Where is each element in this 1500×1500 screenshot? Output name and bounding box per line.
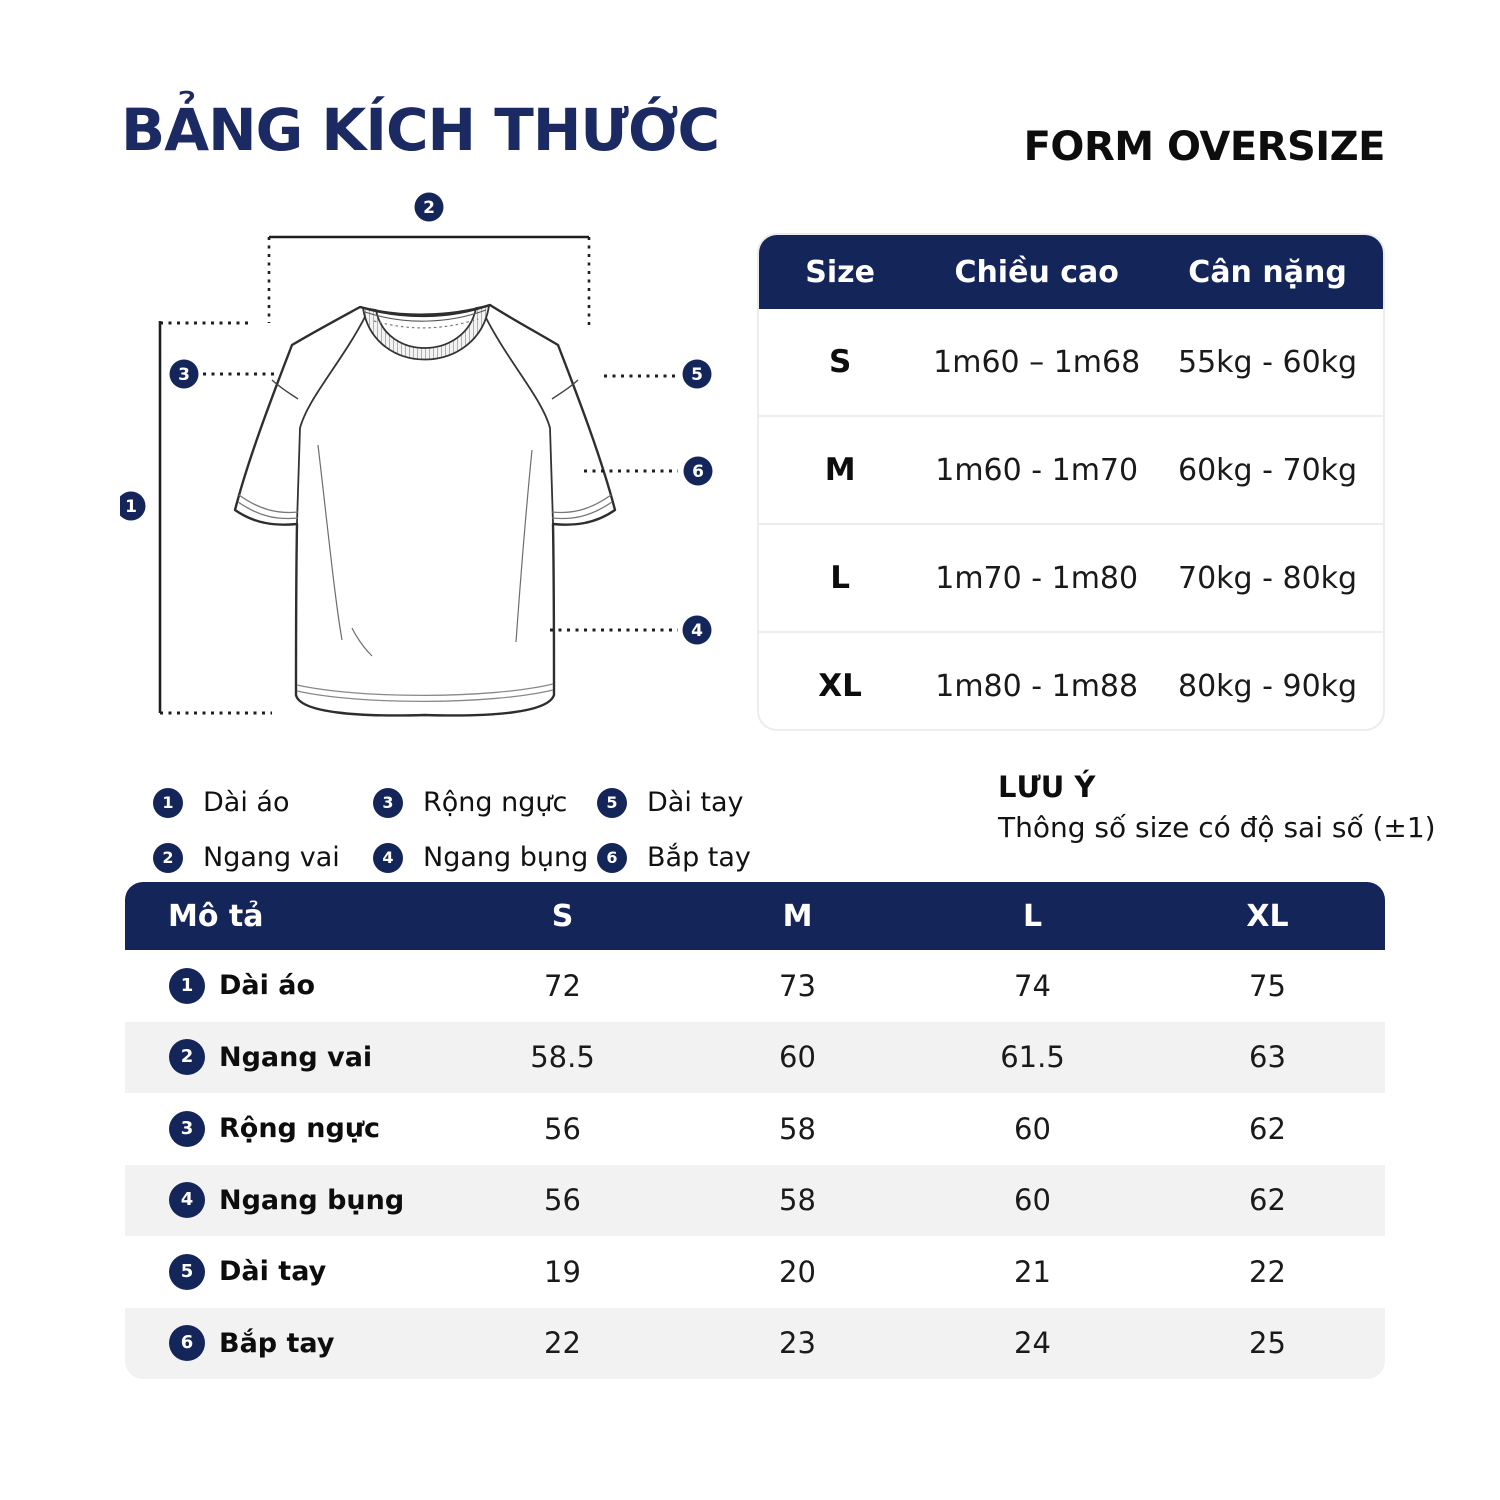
legend-item-3: 3 Rộng ngực bbox=[373, 775, 597, 830]
svg-text:3: 3 bbox=[178, 365, 190, 385]
legend-3-badge: 3 bbox=[373, 787, 403, 818]
tshirt-drawing bbox=[233, 303, 617, 717]
callout-1-badge: 1 bbox=[120, 491, 146, 521]
note-title: LƯU Ý bbox=[998, 770, 1096, 804]
row-3-badge: 3 bbox=[169, 1110, 205, 1147]
page-title: BẢNG KÍCH THƯỚC bbox=[121, 96, 720, 164]
note-block: LƯU Ý Thông số size có độ sai số (±1) bbox=[998, 770, 1436, 844]
size-table-header: Size Chiều cao Cân nặng bbox=[759, 235, 1383, 309]
legend-item-2: 2 Ngang vai bbox=[153, 830, 373, 885]
svg-text:6: 6 bbox=[692, 462, 704, 482]
row-2-badge: 2 bbox=[169, 1039, 205, 1076]
note-text: Thông số size có độ sai số (±1) bbox=[998, 811, 1436, 844]
diagram-callouts: 2 1 3 5 6 4 bbox=[120, 192, 713, 645]
legend-item-6: 6 Bắp tay bbox=[597, 830, 751, 885]
measurements-table: Mô tả S M L XL 1 Dài áo 72 73 74 75 2 Ng… bbox=[125, 882, 1385, 1379]
col-weight: Cân nặng bbox=[1188, 254, 1347, 290]
size-height-weight-table: Size Chiều cao Cân nặng S 1m60 – 1m68 55… bbox=[757, 233, 1385, 731]
col-l: L bbox=[1022, 898, 1043, 934]
measurements-table-header: Mô tả S M L XL bbox=[125, 882, 1385, 950]
row-6-badge: 6 bbox=[169, 1325, 205, 1362]
legend-2-badge: 2 bbox=[153, 842, 183, 873]
svg-text:5: 5 bbox=[691, 365, 703, 385]
col-description: Mô tả bbox=[168, 898, 264, 934]
measurement-row-ngang-vai: 2 Ngang vai 58.5 60 61.5 63 bbox=[125, 1021, 1385, 1093]
size-row-l: L 1m70 - 1m80 70kg - 80kg bbox=[759, 523, 1383, 631]
measurement-lines bbox=[158, 235, 678, 715]
callout-4-badge: 4 bbox=[682, 615, 712, 645]
callout-5-badge: 5 bbox=[682, 359, 712, 389]
measurement-row-ngang-bung: 4 Ngang bụng 56 58 60 62 bbox=[125, 1164, 1385, 1236]
legend-4-badge: 4 bbox=[373, 842, 403, 873]
row-4-badge: 4 bbox=[169, 1182, 205, 1219]
measurement-row-rong-nguc: 3 Rộng ngực 56 58 60 62 bbox=[125, 1093, 1385, 1165]
svg-text:2: 2 bbox=[423, 198, 435, 218]
row-5-badge: 5 bbox=[169, 1253, 205, 1290]
legend-6-badge: 6 bbox=[597, 842, 627, 873]
callout-3-badge: 3 bbox=[169, 359, 199, 389]
col-size: Size bbox=[805, 254, 875, 290]
size-row-xl: XL 1m80 - 1m88 80kg - 90kg bbox=[759, 631, 1383, 729]
col-s: S bbox=[551, 898, 574, 934]
legend-item-1: 1 Dài áo bbox=[153, 775, 373, 830]
measurement-row-dai-tay: 5 Dài tay 19 20 21 22 bbox=[125, 1236, 1385, 1308]
col-height: Chiều cao bbox=[954, 254, 1119, 290]
callout-6-badge: 6 bbox=[683, 456, 713, 486]
measurement-row-dai-ao: 1 Dài áo 72 73 74 75 bbox=[125, 950, 1385, 1022]
row-1-badge: 1 bbox=[169, 967, 205, 1004]
legend-item-5: 5 Dài tay bbox=[597, 775, 751, 830]
svg-text:4: 4 bbox=[691, 621, 703, 641]
measurement-row-bap-tay: 6 Bắp tay 22 23 24 25 bbox=[125, 1307, 1385, 1379]
size-row-m: M 1m60 - 1m70 60kg - 70kg bbox=[759, 415, 1383, 523]
measurement-legend: 1 Dài áo 2 Ngang vai 3 Rộng ngực 4 Ngang… bbox=[153, 775, 751, 885]
col-m: M bbox=[782, 898, 813, 934]
tshirt-measurement-diagram: 2 1 3 5 6 4 bbox=[120, 192, 713, 717]
legend-item-4: 4 Ngang bụng bbox=[373, 830, 597, 885]
callout-2-badge: 2 bbox=[414, 192, 444, 222]
legend-5-badge: 5 bbox=[597, 787, 627, 818]
svg-text:1: 1 bbox=[125, 497, 137, 517]
form-oversize-label: FORM OVERSIZE bbox=[1023, 124, 1386, 170]
size-row-s: S 1m60 – 1m68 55kg - 60kg bbox=[828, 344, 1358, 380]
col-xl: XL bbox=[1246, 898, 1289, 934]
legend-1-badge: 1 bbox=[153, 787, 183, 818]
